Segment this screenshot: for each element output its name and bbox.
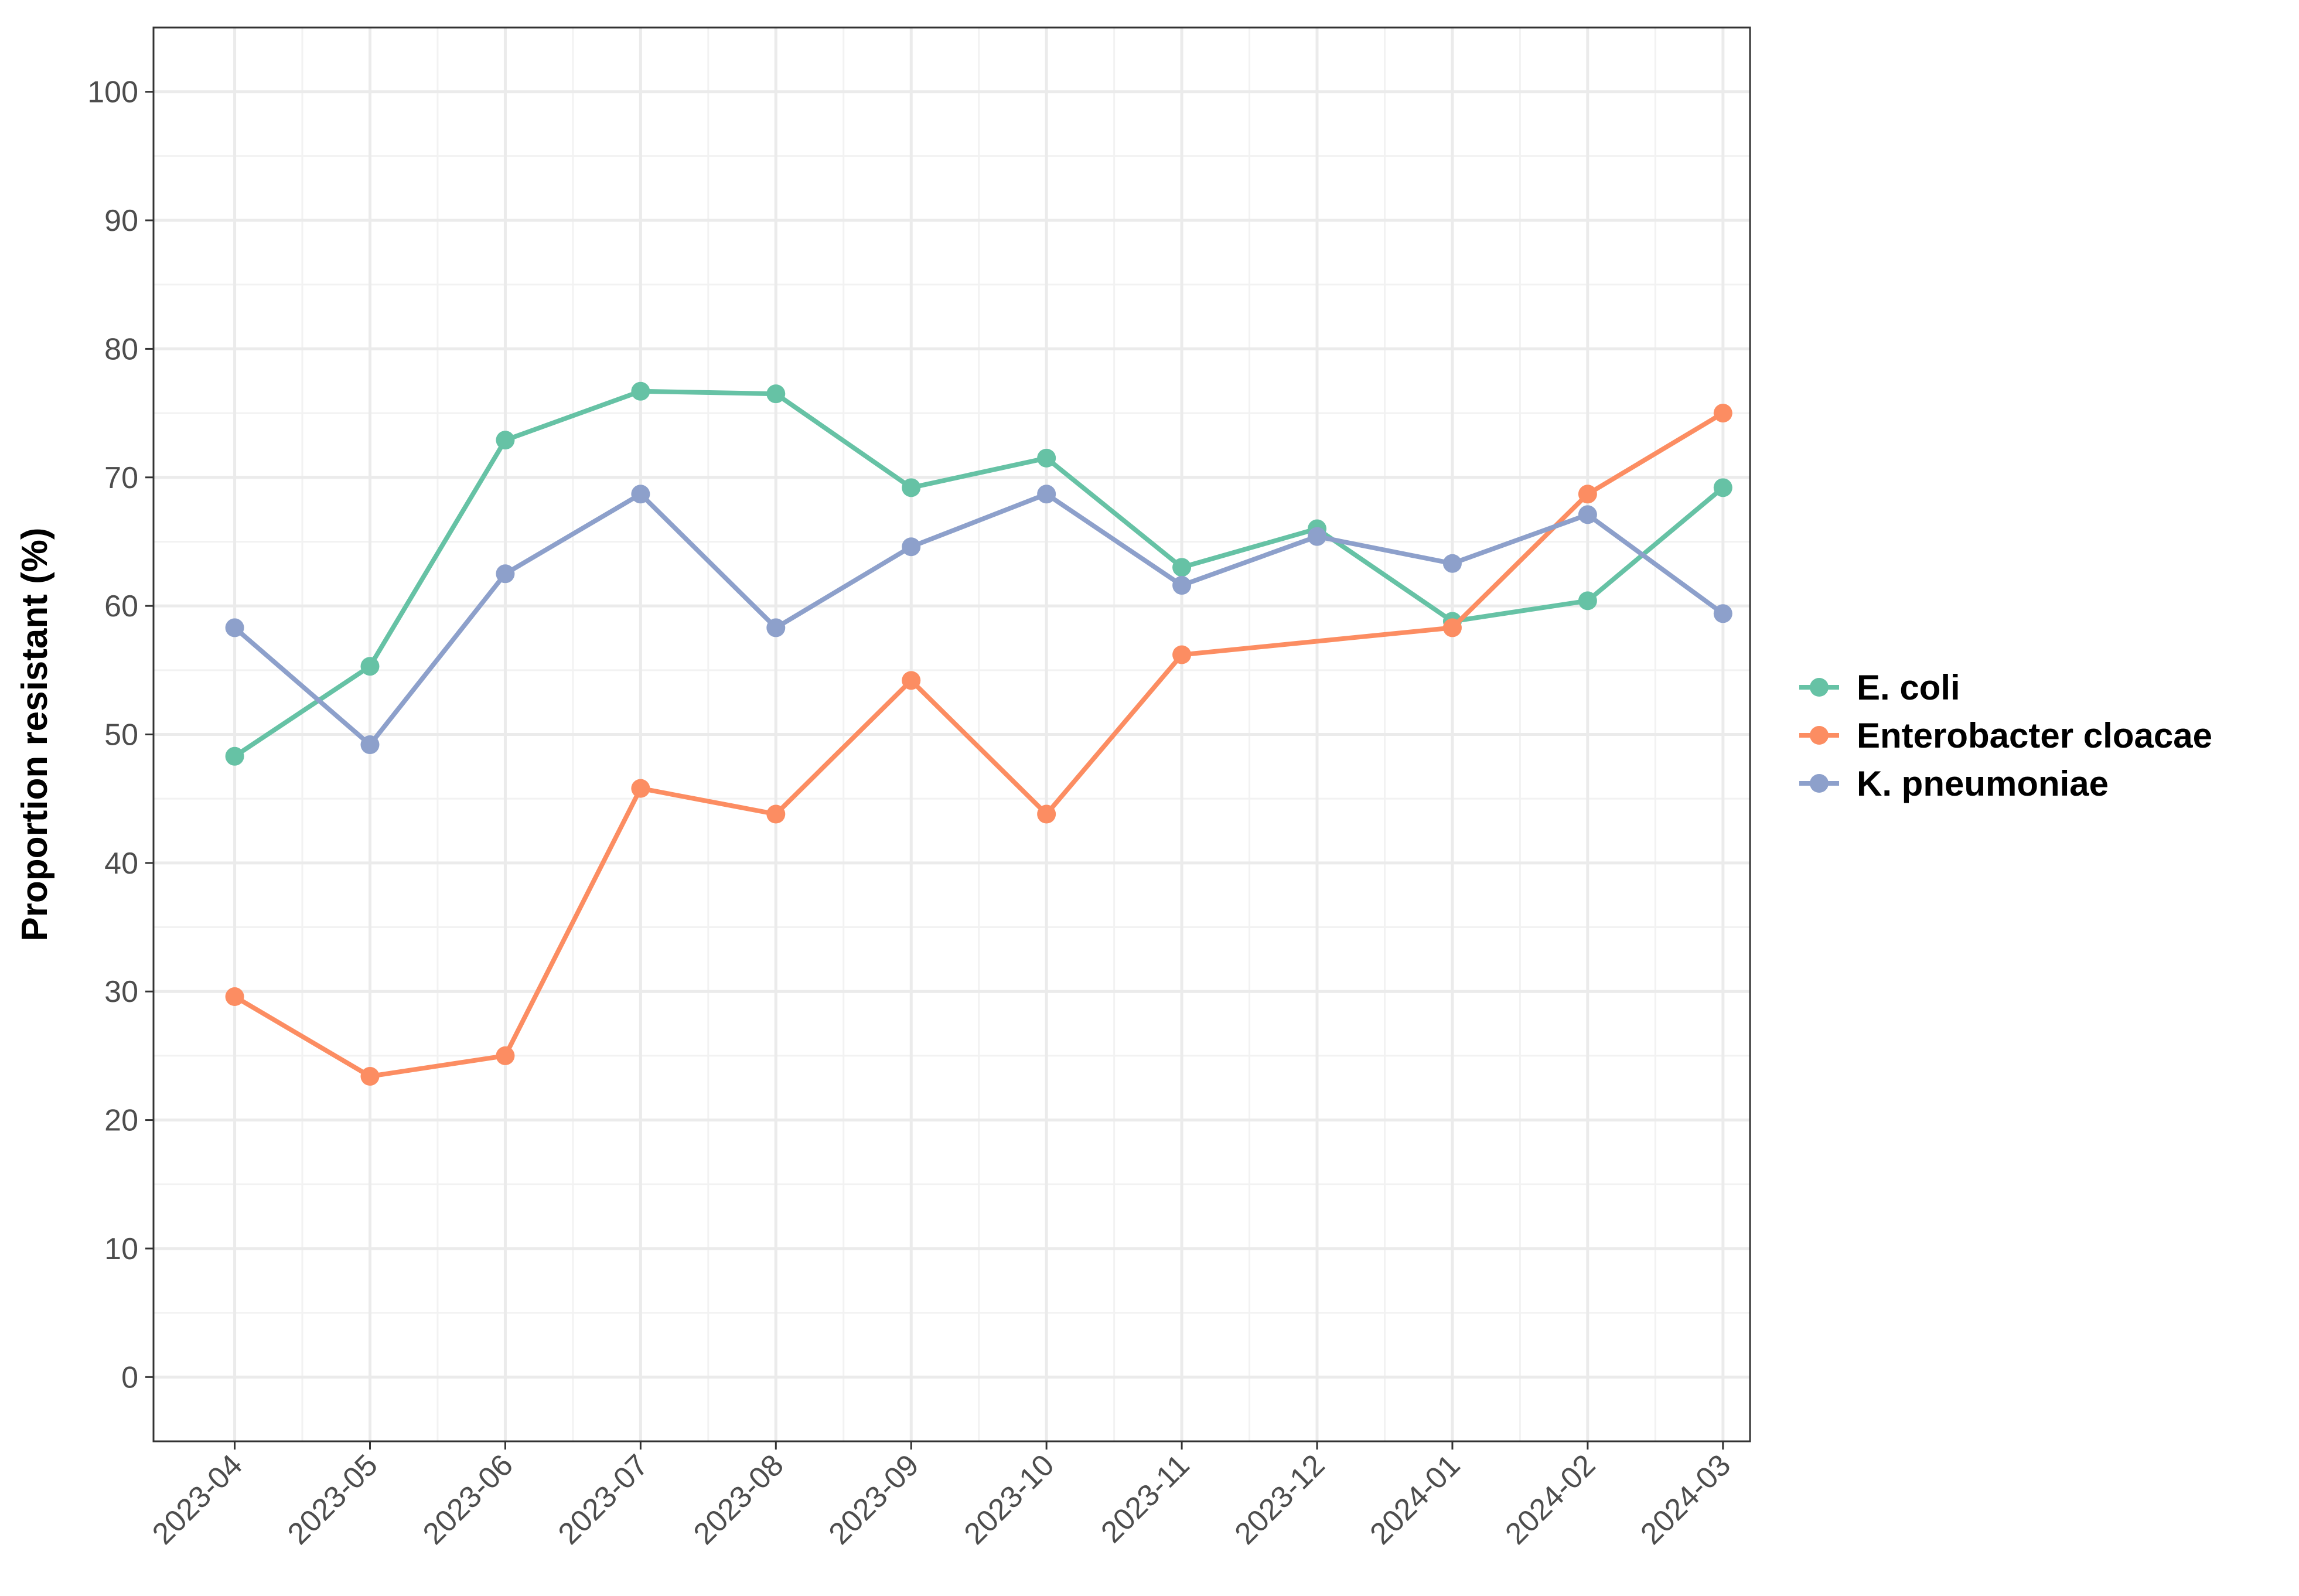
y-axis: 0 10 20 30 40 50 60 70 80 90 100 [87,76,154,1394]
y-tick-label: 90 [104,204,138,238]
y-tick-label: 10 [104,1232,138,1266]
y-tick-label: 60 [104,589,138,623]
data-point [766,384,786,404]
data-point [1713,404,1732,423]
data-point [1713,478,1732,497]
data-point [1442,618,1462,637]
legend-key-point [1810,774,1829,793]
data-point [1578,591,1597,611]
x-tick-label: 2023-06 [417,1448,520,1551]
y-tick-label: 30 [104,975,138,1009]
data-point [360,735,380,755]
y-tick-label: 100 [87,76,138,110]
data-point [631,485,650,504]
x-tick-label: 2023-12 [1229,1448,1332,1551]
data-point [360,657,380,676]
y-tick-label: 40 [104,847,138,881]
data-point [496,564,515,584]
data-point [631,779,650,798]
series-line [232,388,1725,759]
y-axis-title: Proportion resistant (%) [15,527,55,941]
y-tick-label: 20 [104,1104,138,1138]
series-1 [225,404,1732,1086]
data-point [631,381,650,401]
legend-label: Enterobacter cloacae [1857,716,2212,755]
x-tick-label: 2023-11 [1094,1448,1196,1549]
y-tick-label: 50 [104,718,138,752]
data-point [1037,804,1056,824]
data-point [1578,485,1597,504]
x-tick-label: 2024-01 [1363,1448,1466,1551]
data-point [1713,604,1732,623]
x-tick-label: 2023-04 [146,1448,249,1551]
data-point [1172,558,1192,577]
major-gridlines [154,28,1750,1441]
legend-key-point [1810,726,1829,745]
series-line [232,492,1725,747]
legend-label: K. pneumoniae [1857,764,2109,803]
data-point [1037,448,1056,468]
y-tick-label: 70 [104,461,138,495]
x-tick-label: 2024-02 [1499,1448,1602,1551]
x-tick-label: 2023-09 [823,1448,926,1551]
x-axis: 2023-04 2023-05 2023-06 2023-07 2023-08 2023-… [146,1441,1737,1551]
data-point [225,618,244,637]
data-point [225,746,244,766]
data-point [1578,505,1597,524]
x-tick-label: 2023-07 [552,1448,655,1551]
data-point [1037,485,1056,504]
x-tick-label: 2023-08 [687,1448,790,1551]
x-tick-label: 2023-05 [281,1448,384,1551]
data-point [496,1046,515,1065]
data-point [1308,527,1327,546]
y-tick-label: 0 [121,1360,138,1394]
data-point [225,987,244,1007]
legend-key-point [1810,678,1829,697]
data-point [1172,576,1192,595]
legend-item: E. coli [1799,668,1960,707]
y-tick-label: 80 [104,332,138,366]
legend-label: E. coli [1857,668,1960,707]
data-point [766,804,786,824]
data-point [360,1067,380,1086]
series-layer [225,381,1732,1086]
x-tick-label: 2024-03 [1634,1448,1737,1551]
data-point [902,671,921,690]
data-point [766,618,786,637]
series-2 [225,485,1732,755]
legend-item: Enterobacter cloacae [1799,716,2212,755]
data-point [496,431,515,450]
x-tick-label: 2023-10 [958,1448,1061,1551]
data-point [902,537,921,557]
legend-item: K. pneumoniae [1799,764,2109,803]
legend: E. coli Enterobacter cloacae K. pneumoniae [1799,668,2212,803]
data-point [1442,554,1462,573]
data-point [1172,645,1192,664]
data-point [902,478,921,497]
